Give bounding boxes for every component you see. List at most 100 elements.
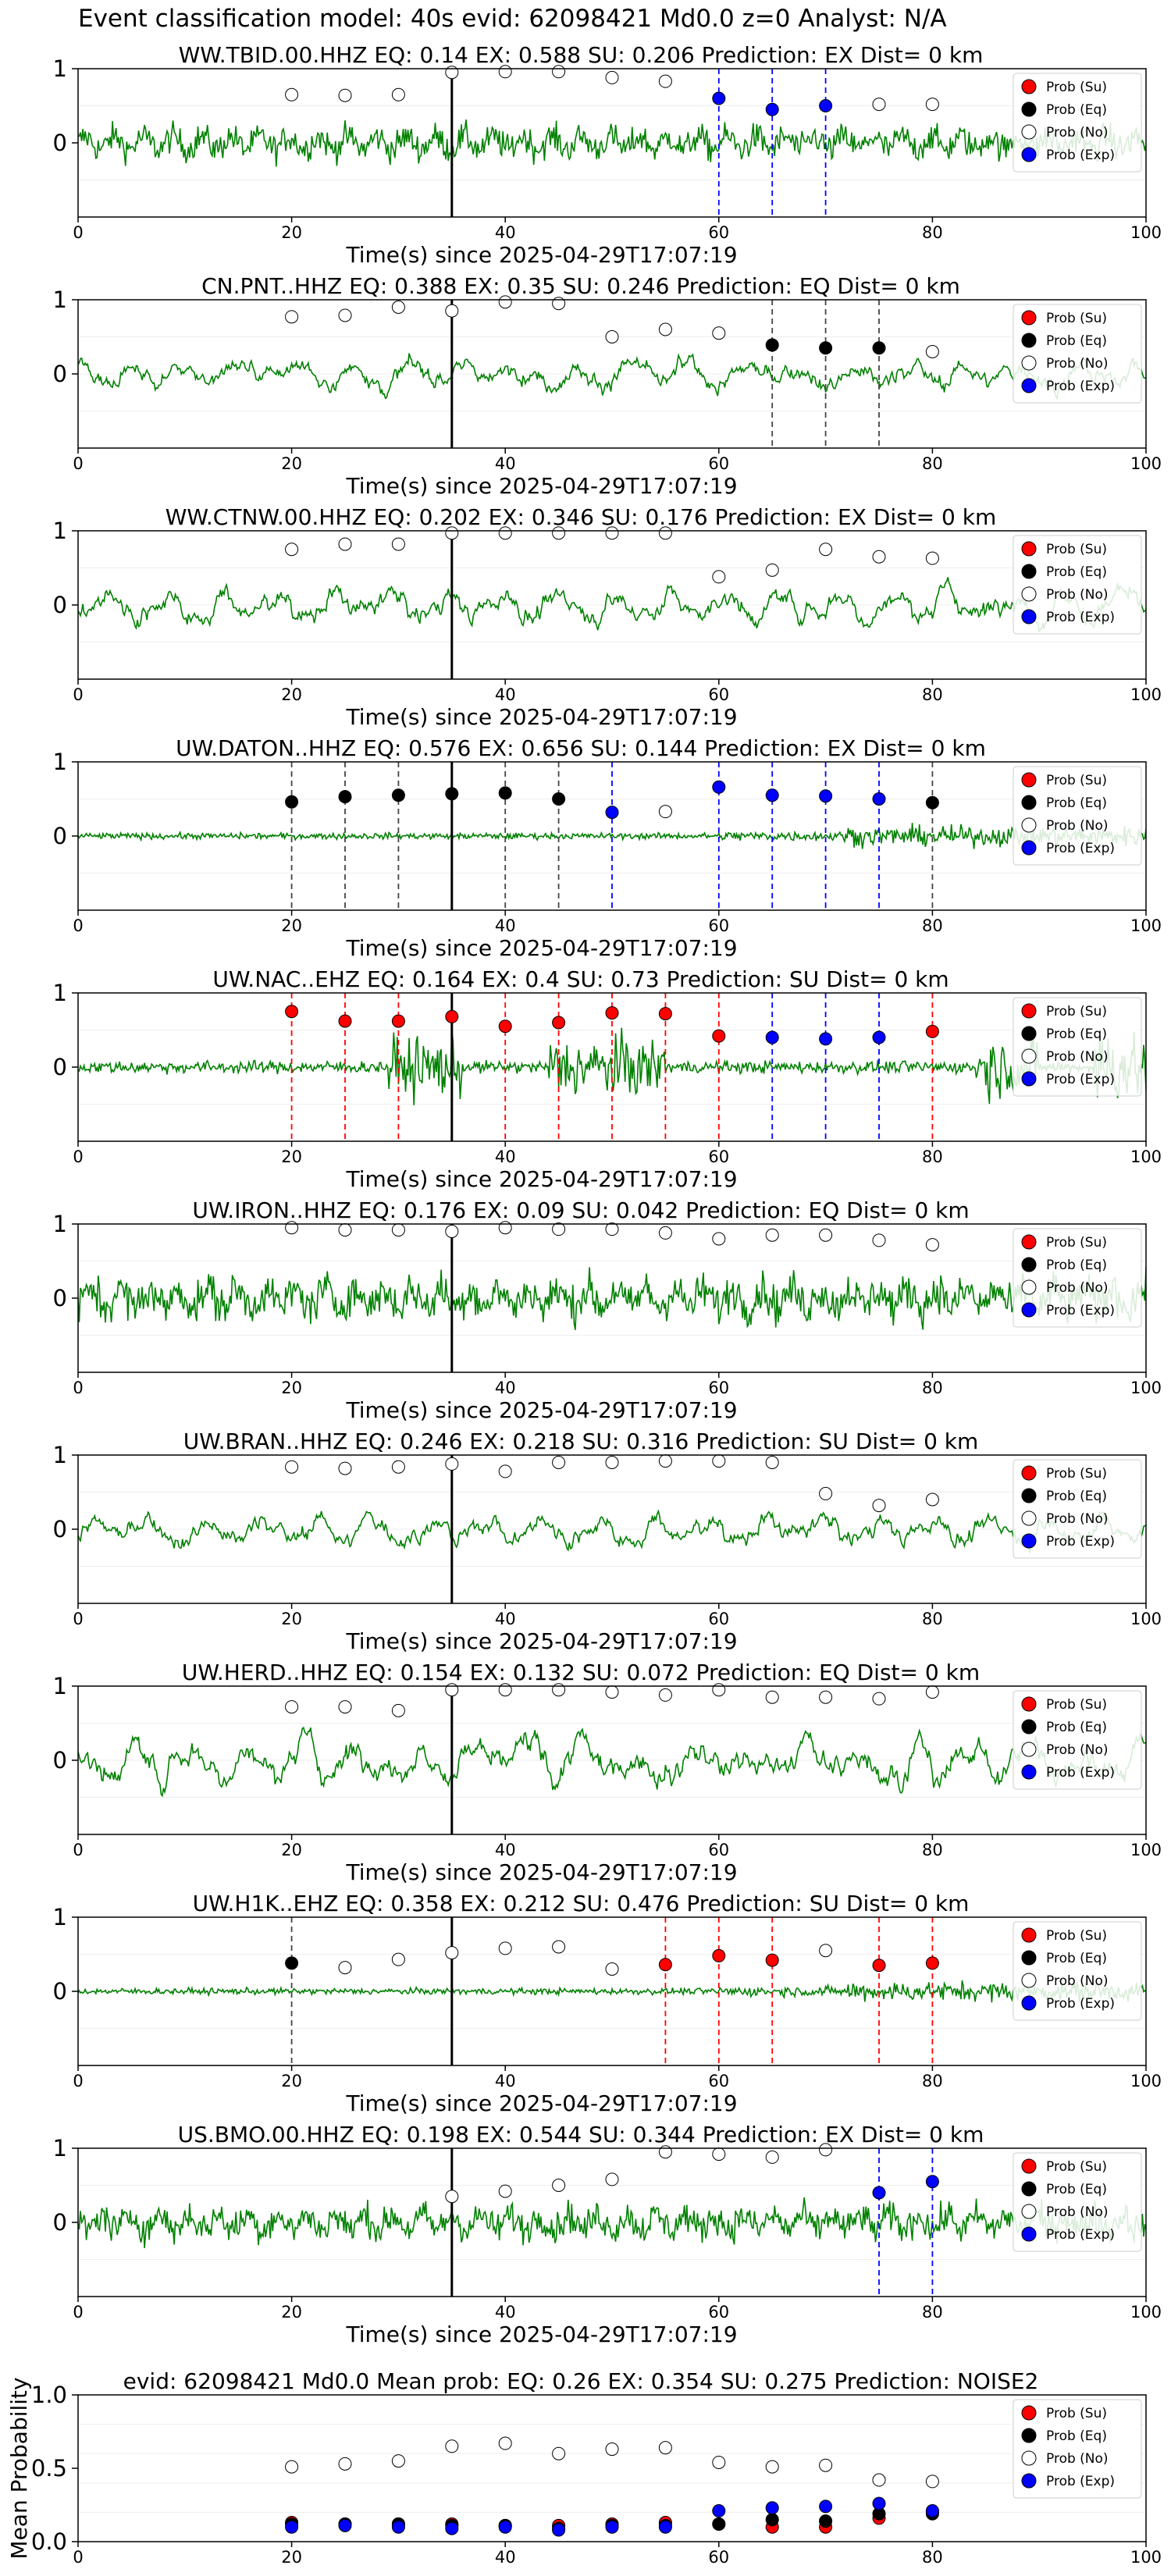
prob-point-eq [285, 1956, 299, 1970]
legend-marker-no [1021, 1973, 1037, 1988]
x-tick-label: 0 [73, 1841, 83, 1859]
prob-point-exp [925, 2175, 939, 2189]
legend-marker-no [1021, 586, 1037, 602]
prob-point-no [498, 1221, 512, 1235]
prob-point-eq [552, 792, 566, 806]
x-tick-label: 20 [281, 1841, 302, 1859]
legend-marker-no [1021, 1510, 1037, 1526]
legend-box [1013, 1228, 1142, 1328]
x-tick-label: 40 [495, 1841, 516, 1859]
x-tick-label: 0 [73, 685, 83, 704]
legend-label-eq: Prob (Eq) [1046, 2182, 1107, 2197]
prob-point-su [658, 1958, 672, 1972]
prob-point-no [872, 1499, 886, 1513]
prob-point-no [285, 1700, 299, 1714]
legend-label-eq: Prob (Eq) [1046, 1951, 1107, 1966]
prob-point-eq [445, 787, 459, 801]
prob-point-no [338, 1461, 352, 1475]
prob-point-no [925, 1238, 939, 1252]
legend-label-no: Prob (No) [1046, 1280, 1109, 1296]
legend-marker-no [1021, 1279, 1037, 1295]
legend-marker-su [1021, 2158, 1037, 2174]
x-tick-label: 40 [495, 2072, 516, 2090]
panel-title: UW.NAC..EHZ EQ: 0.164 EX: 0.4 SU: 0.73 P… [212, 966, 949, 992]
prob-point-no [285, 1460, 299, 1474]
prob-point-exp [819, 99, 833, 112]
mean-point-no [925, 2475, 939, 2489]
waveform-trace [78, 1509, 1146, 1555]
prob-point-exp [872, 792, 886, 806]
x-tick-label: 40 [495, 223, 516, 242]
x-axis-label: Time(s) since 2025-04-29T17:07:19 [345, 2322, 737, 2347]
prob-point-no [498, 1941, 512, 1955]
legend-label-eq: Prob (Eq) [1046, 1258, 1107, 1273]
x-tick-label: 20 [281, 916, 302, 935]
x-tick-label: 80 [922, 916, 943, 935]
prob-point-no [445, 1946, 459, 1960]
x-tick-label: 100 [1130, 2303, 1162, 2322]
legend-label-exp: Prob (Exp) [1046, 379, 1115, 394]
prob-point-no [445, 2190, 459, 2204]
x-tick-label: 80 [922, 1147, 943, 1166]
x-tick-label: 100 [1130, 1610, 1162, 1628]
prob-point-no [605, 1456, 619, 1469]
x-tick-label: 100 [1130, 685, 1162, 704]
legend-marker-eq [1021, 1719, 1037, 1735]
x-tick-label: 60 [708, 2072, 729, 2090]
prob-point-no [605, 526, 619, 540]
y-tick-label: 0.0 [31, 2528, 67, 2555]
legend-label-exp: Prob (Exp) [1046, 2227, 1115, 2243]
x-tick-label: 40 [495, 1379, 516, 1397]
legend-marker-su [1021, 541, 1037, 557]
prob-point-su [925, 1024, 939, 1038]
x-tick-label: 40 [495, 916, 516, 935]
prob-point-exp [765, 788, 779, 802]
mean-point-no [498, 2436, 512, 2450]
prob-point-no [712, 1683, 726, 1697]
legend-label-exp: Prob (Exp) [1046, 1303, 1115, 1318]
prob-point-no [819, 1228, 833, 1242]
panel-title: WW.CTNW.00.HHZ EQ: 0.202 EX: 0.346 SU: 0… [166, 504, 996, 530]
x-tick-label: 60 [708, 1147, 729, 1166]
mean-point-no [391, 2454, 405, 2468]
x-tick-label: 40 [495, 2548, 516, 2567]
legend-label-no: Prob (No) [1046, 125, 1109, 141]
legend-marker-exp [1021, 378, 1037, 393]
prob-point-no [605, 1222, 619, 1236]
x-tick-label: 20 [281, 454, 302, 473]
legend-label-eq: Prob (Eq) [1046, 102, 1107, 118]
legend-marker-eq [1021, 564, 1037, 579]
legend-marker-no [1021, 1048, 1037, 1064]
prob-point-su [872, 1959, 886, 1973]
prob-point-no [338, 308, 352, 322]
x-axis-label: Time(s) since 2025-04-29T17:07:19 [345, 1859, 737, 1885]
prob-point-no [391, 1952, 405, 1966]
prob-point-no [605, 330, 619, 343]
mean-point-no [658, 2441, 672, 2455]
mean-point-exp [338, 2518, 352, 2532]
legend-marker-su [1021, 79, 1037, 94]
mean-point-eq [819, 2514, 833, 2528]
legend-label-su: Prob (Su) [1046, 1697, 1107, 1713]
y-tick-label: 1 [53, 1442, 67, 1468]
prob-point-no [552, 1456, 566, 1469]
legend-marker-eq [1021, 1488, 1037, 1503]
prob-point-su [285, 1005, 299, 1019]
prob-point-no [765, 1456, 779, 1469]
prob-point-no [658, 74, 672, 88]
prob-point-no [819, 543, 833, 557]
x-axis-label: Time(s) since 2025-04-29T17:07:19 [345, 1397, 737, 1423]
prob-point-no [605, 1962, 619, 1976]
y-tick-label: 0 [53, 1516, 67, 1542]
prob-point-no [338, 88, 352, 102]
prob-point-no [819, 1486, 833, 1500]
y-tick-label: 0 [53, 2209, 67, 2236]
prob-point-exp [605, 806, 619, 820]
prob-point-no [605, 2172, 619, 2186]
y-tick-label: 1.0 [31, 2382, 67, 2408]
mean-point-exp [765, 2501, 779, 2515]
